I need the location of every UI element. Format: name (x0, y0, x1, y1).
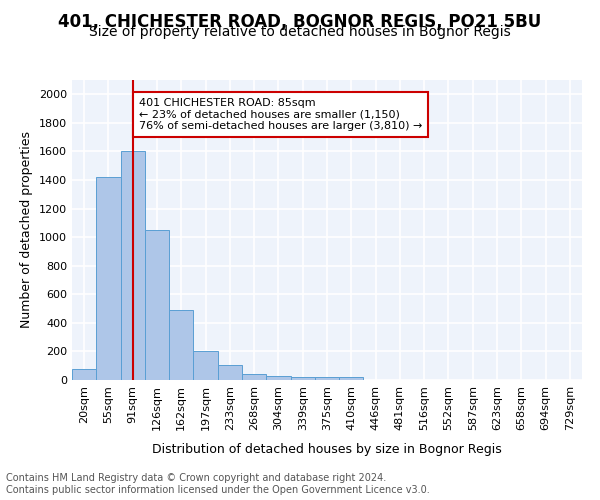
Bar (121, 152, 145, 380)
Bar (169, 310, 193, 380)
Bar (290, 377, 315, 380)
Bar (193, 350, 218, 380)
Y-axis label: Number of detached properties: Number of detached properties (20, 132, 34, 328)
Bar (242, 374, 266, 380)
Text: 401 CHICHESTER ROAD: 85sqm
← 23% of detached houses are smaller (1,150)
76% of s: 401 CHICHESTER ROAD: 85sqm ← 23% of deta… (139, 98, 422, 131)
Bar (72, 368, 96, 380)
Text: 401, CHICHESTER ROAD, BOGNOR REGIS, PO21 5BU: 401, CHICHESTER ROAD, BOGNOR REGIS, PO21… (58, 12, 542, 30)
Text: Distribution of detached houses by size in Bognor Regis: Distribution of detached houses by size … (152, 442, 502, 456)
Bar (96, 177, 121, 380)
Text: Size of property relative to detached houses in Bognor Regis: Size of property relative to detached ho… (89, 25, 511, 39)
Bar (218, 365, 242, 380)
Bar (315, 378, 339, 380)
Text: Contains HM Land Registry data © Crown copyright and database right 2024.
Contai: Contains HM Land Registry data © Crown c… (6, 474, 430, 495)
Bar (266, 376, 290, 380)
Bar (145, 230, 169, 380)
Bar (339, 378, 364, 380)
